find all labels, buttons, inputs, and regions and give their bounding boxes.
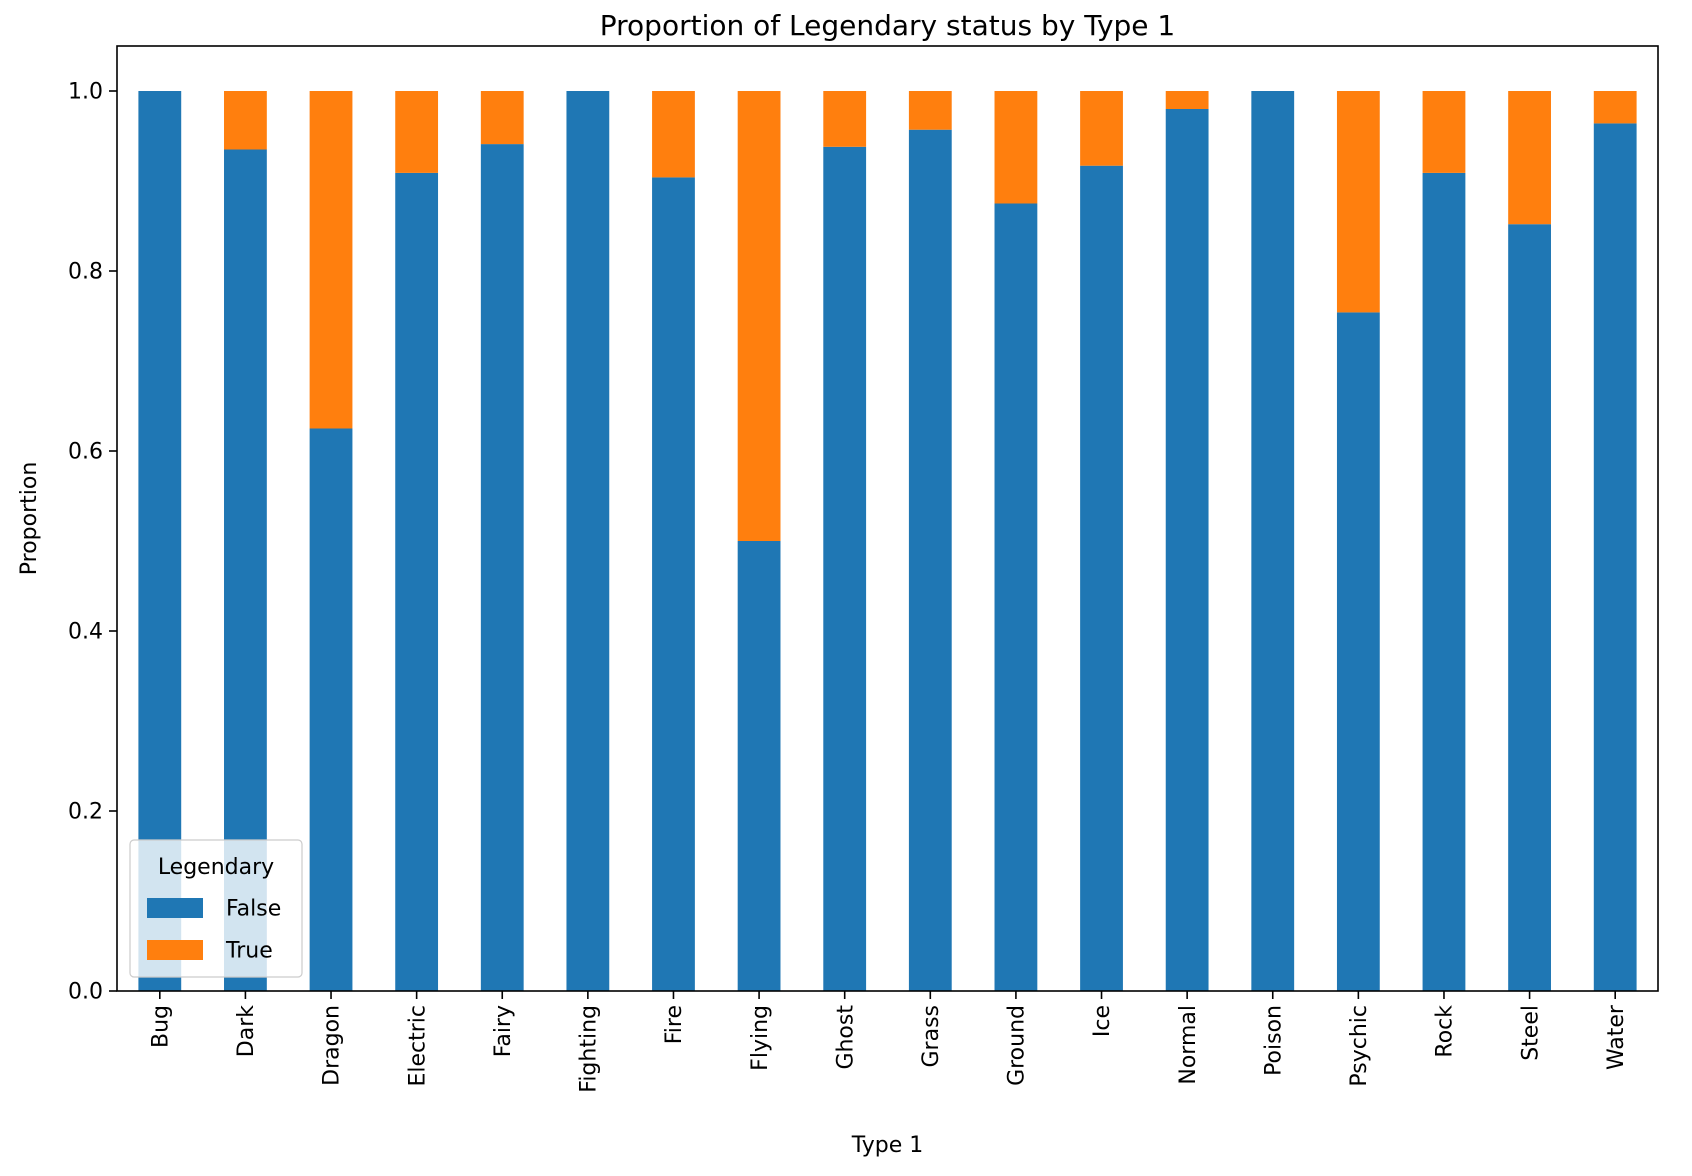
bar-water-false [1593,123,1637,991]
legend: Legendary False True [129,839,303,978]
bar-water-true [1593,91,1637,124]
x-axis-title: Type 1 [851,1133,924,1158]
bar-ice-false [1080,165,1123,991]
x-tick-label-steel: Steel [1518,1005,1543,1061]
chart-title: Proportion of Legendary status by Type 1 [600,9,1175,42]
x-tick-label-fire: Fire [662,1005,687,1044]
x-tick-label-bug: Bug [149,1005,174,1048]
bar-poison-false [1251,91,1295,991]
bar-fire-true [652,91,695,178]
bar-fire-false [652,177,695,991]
plot-frame [116,45,1659,992]
x-tick-label-dragon: Dragon [320,1005,345,1086]
bar-ice-true [1080,91,1123,166]
bar-dragon-true [309,91,353,429]
x-axis: Bug Dark Dragon Electric Fairy Fighting Fire Fl… [149,991,1629,1093]
x-tick-label-water: Water [1604,1004,1629,1070]
y-tick-label: 1.0 [68,80,103,105]
bar-grass-false [908,129,952,991]
bar-steel-false [1508,224,1551,991]
bar-flying-true [737,91,781,541]
bar-fairy-false [480,144,524,992]
x-tick-label-rock: Rock [1433,1005,1458,1058]
bar-steel-true [1508,91,1551,225]
bar-rock-true [1422,91,1466,173]
x-tick-label-electric: Electric [405,1005,430,1087]
x-tick-label-poison: Poison [1261,1005,1286,1076]
bar-dark-true [224,91,267,150]
x-tick-label-ice: Ice [1090,1005,1115,1037]
legend-label-false: False [226,897,281,922]
x-tick-label-grass: Grass [919,1005,944,1068]
bar-grass-true [908,91,952,130]
y-axis: 0.0 0.2 0.4 0.6 0.8 1.0 [68,80,117,1005]
y-tick-label: 0.8 [68,260,103,285]
bar-fairy-true [480,91,524,145]
bar-normal-true [1165,91,1209,109]
bar-ground-true [994,91,1038,204]
y-tick-label: 0.4 [68,620,103,645]
bar-electric-true [395,91,439,173]
bar-ground-false [994,203,1038,991]
legend-title: Legendary [158,855,274,880]
bar-fighting-false [566,91,610,991]
y-tick-label: 0.6 [68,440,103,465]
bar-psychic-true [1336,91,1380,313]
bar-dragon-false [309,428,353,991]
x-tick-label-psychic: Psychic [1347,1005,1372,1087]
bars-group [138,91,1637,992]
bar-ghost-true [823,91,867,147]
legend-swatch-false [147,898,203,918]
bar-flying-false [737,541,781,991]
bar-rock-false [1422,172,1466,991]
bar-normal-false [1165,109,1209,991]
legend-swatch-true [147,940,203,960]
y-tick-label: 0.0 [68,980,103,1005]
x-tick-label-normal: Normal [1176,1005,1201,1085]
y-axis-title: Proportion [17,462,42,576]
x-tick-label-dark: Dark [234,1005,259,1057]
x-tick-label-ground: Ground [1005,1005,1030,1086]
x-tick-label-fairy: Fairy [491,1005,516,1057]
y-tick-label: 0.2 [68,800,103,825]
x-tick-label-ghost: Ghost [833,1005,858,1070]
bar-electric-false [395,172,439,991]
bar-ghost-false [823,146,867,992]
legend-label-true: True [225,939,273,964]
x-tick-label-flying: Flying [748,1005,773,1071]
x-tick-label-fighting: Fighting [577,1005,602,1093]
bar-psychic-false [1336,312,1380,991]
